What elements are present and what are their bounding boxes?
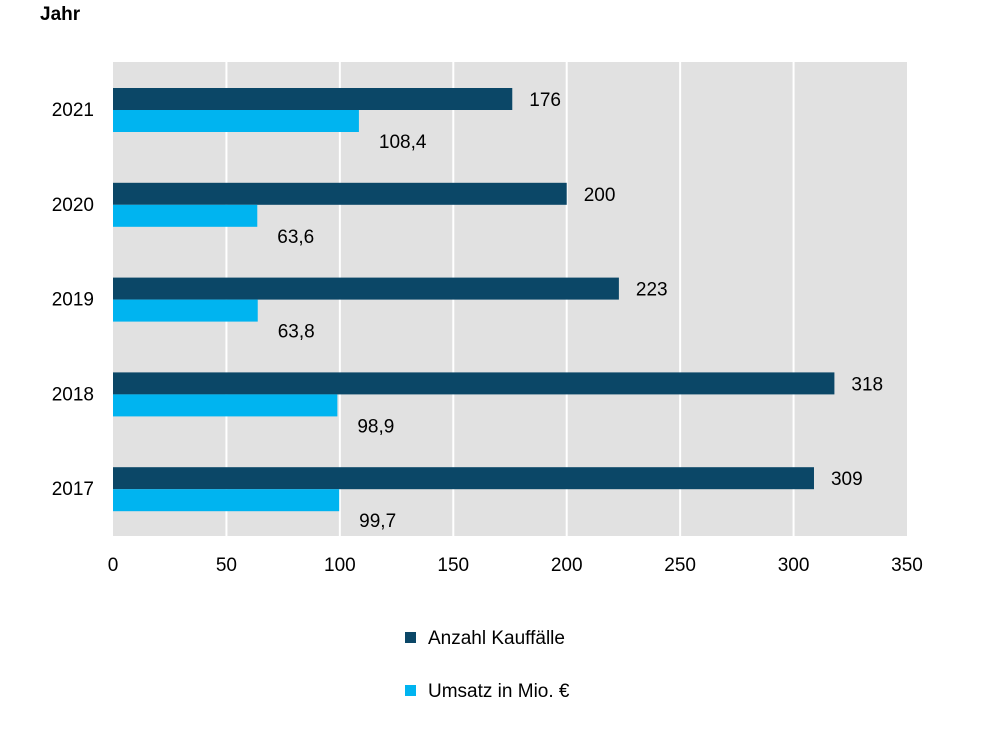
x-tick-label: 0: [108, 555, 119, 576]
data-label: 99,7: [359, 511, 396, 532]
x-tick-label: 200: [551, 555, 583, 576]
data-label: 309: [831, 469, 863, 490]
legend-label: Umsatz in Mio. €: [428, 681, 570, 702]
category-label: 2018: [52, 384, 94, 405]
x-tick-label: 150: [437, 555, 469, 576]
x-tick-label: 350: [891, 555, 923, 576]
bar-anzahl-kauffaelle: [113, 277, 619, 300]
bar-anzahl-kauffaelle: [113, 372, 835, 395]
bar-umsatz: [113, 489, 340, 512]
y-axis-title: Jahr: [40, 4, 81, 25]
category-label: 2021: [52, 100, 94, 121]
data-label: 318: [851, 374, 883, 395]
category-label: 2017: [52, 479, 94, 500]
bar-umsatz: [113, 299, 258, 322]
bar-anzahl-kauffaelle: [113, 182, 567, 205]
legend-swatch: [405, 632, 416, 643]
data-label: 223: [636, 280, 668, 301]
data-label: 63,6: [277, 227, 314, 248]
data-label: 176: [529, 90, 561, 111]
bar-umsatz: [113, 204, 258, 227]
x-axis-ticks: 0 50 100 150 200 250 300 350: [108, 555, 923, 576]
data-label: 98,9: [357, 416, 394, 437]
x-tick-label: 100: [324, 555, 356, 576]
bar-anzahl-kauffaelle: [113, 88, 513, 110]
x-tick-label: 50: [216, 555, 237, 576]
legend-label: Anzahl Kauffälle: [428, 628, 565, 649]
legend: Anzahl Kauffälle Umsatz in Mio. €: [405, 628, 570, 702]
data-label: 200: [584, 185, 616, 206]
category-labels: 2021 2020 2019 2018 2017: [52, 100, 94, 500]
category-label: 2020: [52, 195, 94, 216]
bar-umsatz: [113, 394, 338, 417]
legend-swatch: [405, 685, 416, 696]
data-label: 108,4: [379, 132, 427, 153]
x-tick-label: 250: [664, 555, 696, 576]
bar-anzahl-kauffaelle: [113, 467, 814, 490]
bars: [113, 88, 835, 512]
category-label: 2019: [52, 290, 94, 311]
x-tick-label: 300: [778, 555, 810, 576]
data-labels: 176 108,4 200 63,6 223 63,8 318 98,9 309 99,7: [277, 90, 883, 532]
bar-umsatz: [113, 110, 359, 132]
data-label: 63,8: [278, 322, 315, 343]
